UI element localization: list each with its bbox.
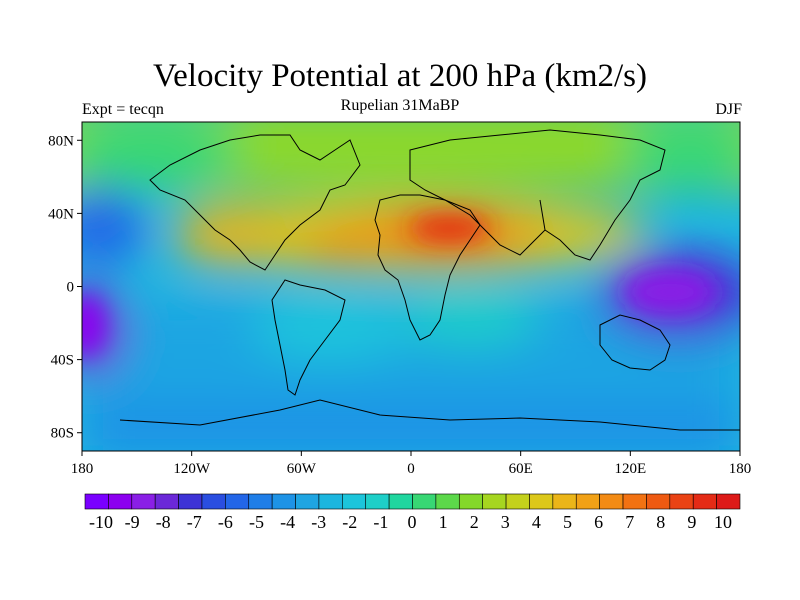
colorbar-swatch	[154, 493, 179, 510]
coastlines	[119, 129, 740, 431]
colorbar-label: -4	[280, 512, 295, 532]
colorbar-label: 0	[408, 512, 417, 532]
colorbar-label: 2	[470, 512, 479, 532]
colorbar-swatch	[716, 493, 741, 510]
plot-title: Velocity Potential at 200 hPa (km2/s)	[152, 58, 648, 94]
colorbar-label: -3	[311, 512, 326, 532]
colorbar-label: -1	[373, 512, 388, 532]
colorbar-swatch	[435, 493, 460, 510]
colorbar-label: -6	[218, 512, 233, 532]
colorbar-label: 1	[439, 512, 448, 532]
colorbar-swatch	[131, 493, 156, 510]
colorbar-swatch	[575, 493, 600, 510]
colorbar-label: -9	[125, 512, 140, 532]
colorbar: -10 -9 -8 -7 -6 -5 -4 -3 -2 -1 0 1 2 3 4 5 6 7 8 9 10	[84, 493, 741, 532]
colorbar-label: -7	[187, 512, 202, 532]
x-tick-label: 120W	[173, 461, 211, 477]
period-label: Rupelian 31MaBP	[340, 97, 460, 114]
contour-field	[82, 122, 740, 451]
colorbar-swatch	[295, 493, 320, 510]
colorbar-swatch	[342, 493, 367, 510]
colorbar-swatch	[646, 493, 671, 510]
colorbar-swatch	[622, 493, 647, 510]
x-tick-label: 0	[407, 461, 415, 477]
colorbar-swatch	[365, 493, 390, 510]
colorbar-label: 6	[594, 512, 603, 532]
colorbar-swatch	[108, 493, 133, 510]
colorbar-swatch	[201, 493, 226, 510]
experiment-label: Expt = tecqn	[82, 101, 164, 118]
colorbar-label: -2	[342, 512, 357, 532]
colorbar-swatch	[529, 493, 554, 510]
colorbar-label: 4	[532, 512, 541, 532]
colorbar-swatch	[318, 493, 343, 510]
colorbar-swatch	[248, 493, 273, 510]
x-tick-label: 120E	[614, 461, 646, 477]
y-tick-label: 80N	[48, 133, 74, 149]
colorbar-label: -5	[249, 512, 264, 532]
y-tick-label: 80S	[51, 426, 74, 442]
colorbar-swatch	[412, 493, 437, 510]
colorbar-swatch	[388, 493, 413, 510]
colorbar-swatch	[692, 493, 717, 510]
colorbar-swatch	[271, 493, 296, 510]
colorbar-label: 7	[625, 512, 634, 532]
season-label: DJF	[715, 101, 742, 118]
colorbar-label: 9	[687, 512, 696, 532]
colorbar-swatch	[178, 493, 203, 510]
x-tick-label: 60W	[287, 461, 317, 477]
x-tick-label: 60E	[509, 461, 533, 477]
colorbar-swatch	[599, 493, 624, 510]
y-tick-label: 40N	[48, 206, 74, 222]
colorbar-label: 5	[563, 512, 572, 532]
colorbar-swatch	[482, 493, 507, 510]
colorbar-label: -8	[156, 512, 171, 532]
colorbar-swatch	[669, 493, 694, 510]
colorbar-swatch	[552, 493, 577, 510]
colorbar-label: 3	[501, 512, 510, 532]
colorbar-label: 10	[714, 512, 732, 532]
colorbar-swatch	[225, 493, 250, 510]
colorbar-label: -10	[89, 512, 113, 532]
axis-ticks: 180 120W 60W 0 60E 120E 180 80N 40N 0 40S 80S	[48, 133, 751, 477]
y-tick-label: 40S	[51, 353, 74, 369]
x-tick-label: 180	[71, 461, 94, 477]
colorbar-swatch	[505, 493, 530, 510]
colorbar-swatch	[84, 493, 109, 510]
x-tick-label: 180	[729, 461, 752, 477]
colorbar-label: 8	[656, 512, 665, 532]
y-tick-label: 0	[67, 280, 75, 296]
colorbar-swatch	[458, 493, 483, 510]
